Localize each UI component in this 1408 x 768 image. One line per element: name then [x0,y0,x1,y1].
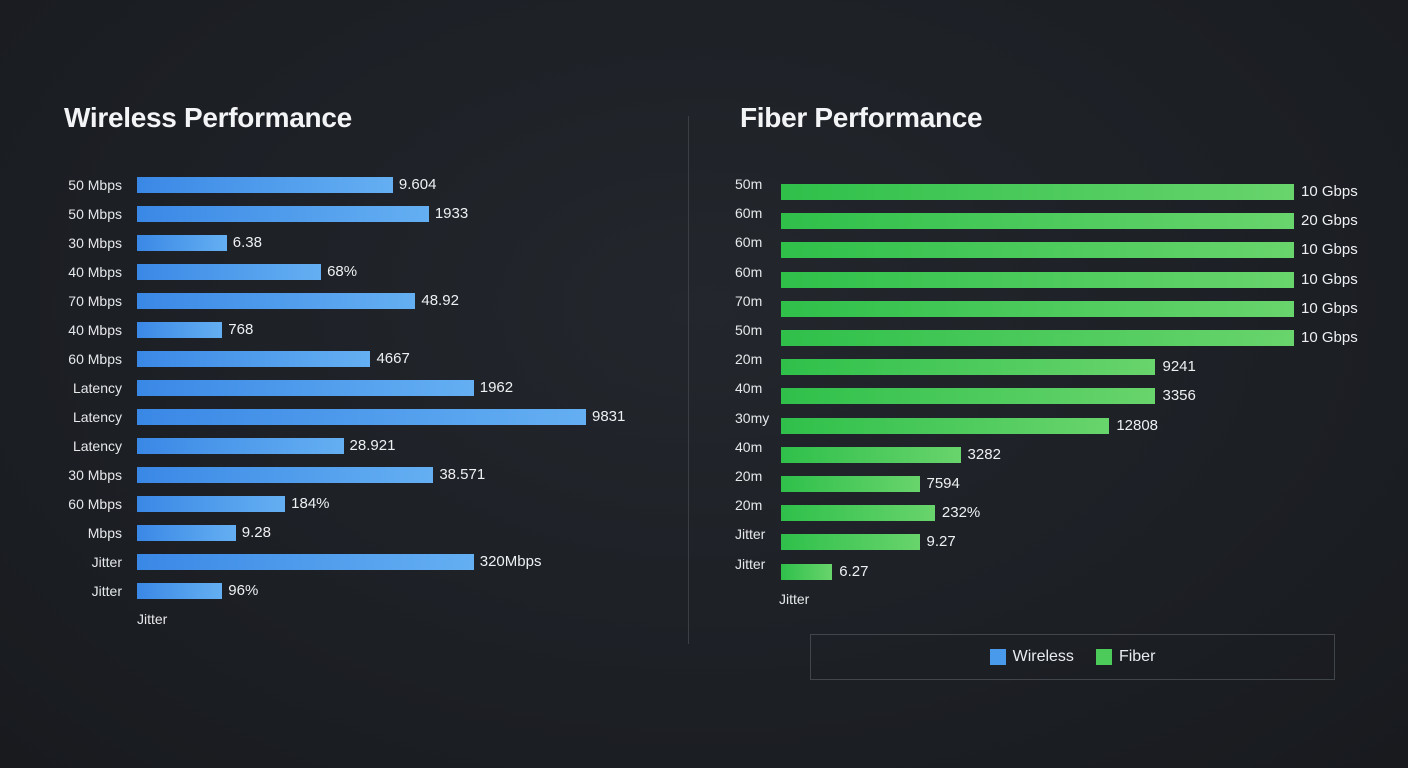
fiber-bar [781,534,920,551]
wireless-bar [137,554,474,570]
wireless-data-label: 68% [327,263,358,280]
wireless-data-label: 48.92 [421,292,459,309]
wireless-category-label: Jitter [91,583,122,599]
wireless-bar [137,177,393,193]
wireless-bar [137,351,371,367]
fiber-bar [781,476,920,492]
fiber-axis-label: Jitter [779,591,810,607]
legend-label-wireless: Wireless [1012,648,1074,665]
fiber-bar [781,563,833,580]
fiber-data-label: 9.27 [926,533,956,551]
fiber-bar [781,505,935,522]
wireless-data-label: 28.921 [349,437,396,454]
wireless-data-label: 6.38 [232,234,262,251]
fiber-bar [781,446,961,463]
legend-label-fiber: Fiber [1118,648,1156,665]
wireless-category-label: 70 Mbps [68,293,122,309]
wireless-bar [137,496,286,512]
fiber-data-label: 9241 [1162,358,1196,376]
wireless-data-label: 9.604 [398,176,437,193]
wireless-bar [137,525,236,541]
wireless-category-label: 50 Mbps [68,177,122,193]
wireless-category-label: Mbps [87,525,122,541]
wireless-data-label: 38.571 [439,466,486,483]
fiber-data-label: 6.27 [839,562,869,580]
wireless-category-label: Jitter [91,554,122,570]
wireless-bar [137,264,322,280]
legend-swatch-fiber [1095,649,1112,665]
wireless-data-label: 1962 [479,379,514,396]
wireless-data-label: 9831 [592,408,626,425]
fiber-category-label: Jitter [735,526,766,543]
fiber-data-label: 12808 [1116,416,1159,434]
wireless-category-label: 40 Mbps [68,264,122,280]
wireless-bar [137,206,429,222]
fiber-data-label: 3356 [1162,387,1196,405]
fiber-chart-title: Fiber Performance [740,102,983,133]
fiber-data-label: 10 Gbps [1301,299,1358,317]
wireless-chart-title: Wireless Performance [64,102,352,133]
fiber-category-label: Jitter [735,555,766,572]
fiber-bar [781,417,1110,434]
fiber-category-label: 60m [735,263,763,280]
legend-item-wireless: Wireless [989,648,1074,666]
wireless-category-label: Latency [72,409,122,425]
fiber-bar [781,359,1156,376]
wireless-data-label: 320Mbps [479,553,542,570]
wireless-data-label: 1933 [434,205,469,222]
fiber-data-label: 232% [941,504,981,522]
wireless-category-label: 30 Mbps [68,235,122,251]
wireless-category-label: 30 Mbps [68,467,122,483]
wireless-bar [137,293,416,309]
wireless-category-label: 60 Mbps [68,351,122,367]
fiber-bar [781,184,1294,200]
legend: Wireless Fiber [810,634,1335,680]
fiber-data-label: 10 Gbps [1301,241,1358,259]
wireless-bar [137,583,223,599]
chart-divider [688,116,689,644]
wireless-data-label: 184% [291,495,330,512]
fiber-data-label: 10 Gbps [1301,183,1358,200]
fiber-bar [781,388,1156,405]
fiber-category-label: 20m [735,497,763,514]
fiber-data-label: 3282 [967,445,1001,463]
fiber-data-label: 7594 [926,475,960,492]
fiber-category-label: 50m [735,322,763,338]
fiber-data-label: 10 Gbps [1301,270,1358,288]
wireless-bar [137,380,474,396]
legend-item-fiber: Fiber [1095,648,1156,666]
fiber-bar [781,213,1294,230]
wireless-axis-label: Jitter [137,611,168,627]
fiber-category-label: 20m [735,351,763,368]
fiber-bar [781,242,1294,259]
fiber-category-label: 30my [735,409,770,426]
wireless-data-label: 4667 [376,350,410,367]
fiber-data-label: 10 Gbps [1301,329,1358,346]
wireless-bar [137,322,223,338]
wireless-bar [137,438,344,454]
wireless-bar [137,467,434,483]
wireless-data-label: 96% [228,582,259,599]
wireless-category-label: 50 Mbps [68,206,122,222]
wireless-category-label: Latency [72,438,122,454]
fiber-bar [781,330,1294,346]
fiber-bar [781,300,1294,317]
fiber-category-label: 40m [735,380,763,397]
wireless-category-label: 60 Mbps [68,496,122,512]
fiber-category-label: 40m [735,438,763,455]
fiber-category-label: 60m [735,205,763,222]
fiber-data-label: 20 Gbps [1301,212,1358,230]
fiber-category-label: 50m [735,176,763,192]
wireless-bar [137,235,227,251]
fiber-bar [781,271,1294,288]
wireless-data-label: 768 [228,321,254,338]
fiber-category-label: 60m [735,234,763,251]
wireless-category-label: Latency [72,380,122,396]
legend-swatch-wireless [989,649,1006,665]
fiber-category-label: 70m [735,292,763,309]
fiber-category-label: 20m [735,468,763,484]
wireless-data-label: 9.28 [241,524,271,541]
wireless-bar [137,409,586,425]
wireless-category-label: 40 Mbps [68,322,122,338]
